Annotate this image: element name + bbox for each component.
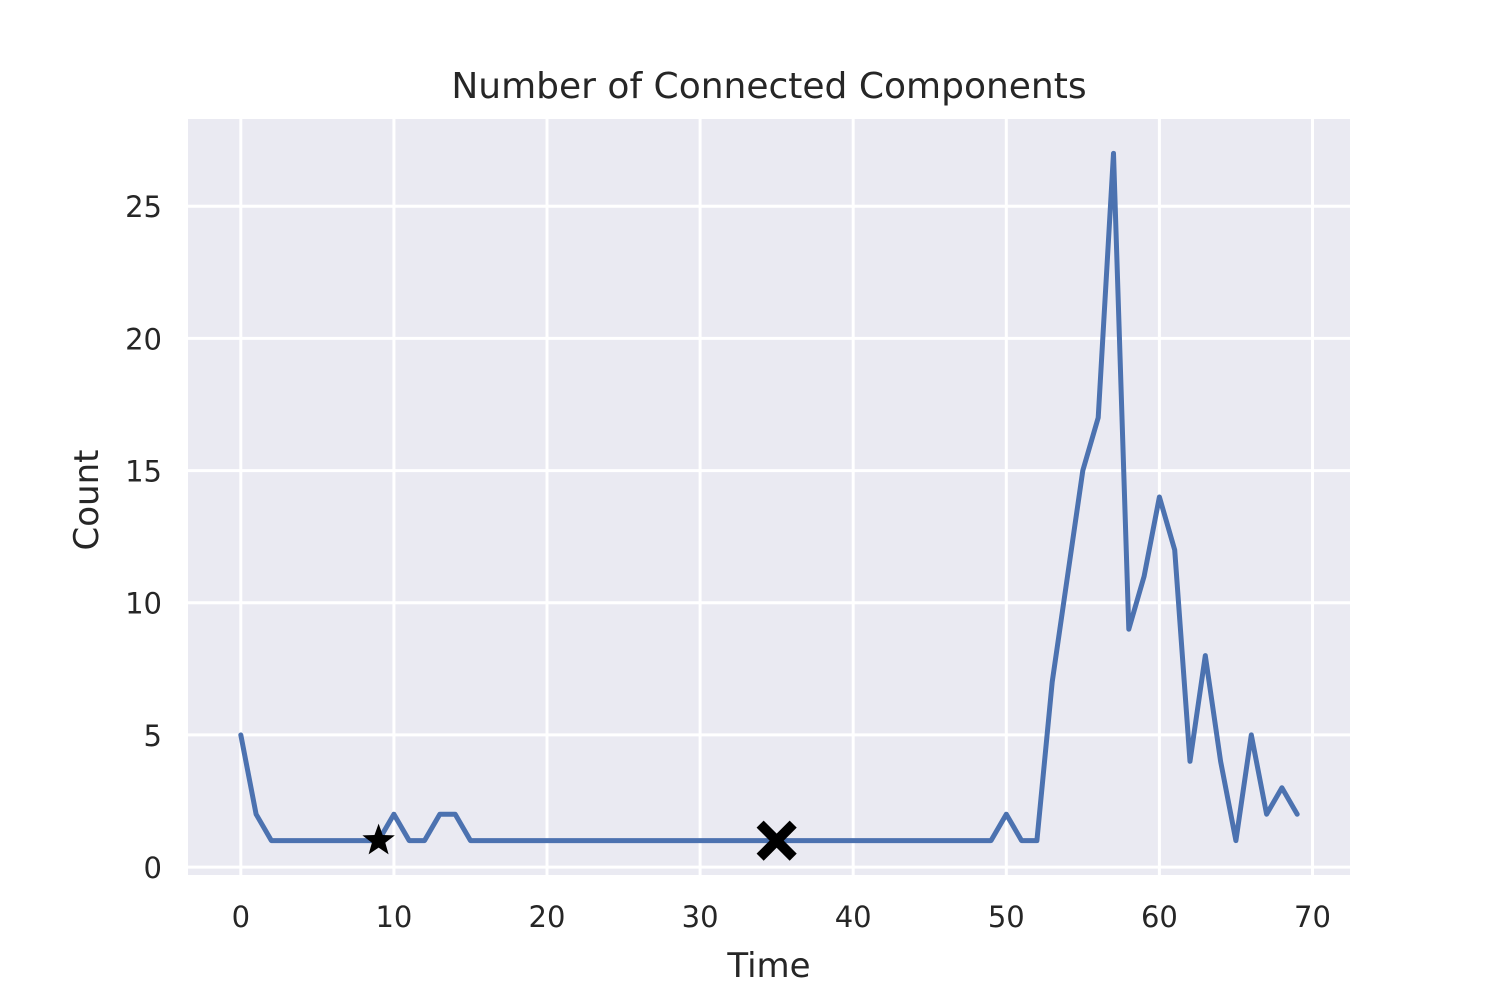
y-tick-label: 15	[125, 455, 162, 489]
x-tick-label: 30	[682, 900, 719, 934]
y-tick-label: 5	[144, 719, 162, 753]
x-tick-label: 0	[232, 900, 250, 934]
y-tick-label: 25	[125, 190, 162, 224]
x-axis-label: Time	[726, 946, 810, 986]
x-marker	[756, 820, 797, 861]
x-tick-label: 20	[529, 900, 566, 934]
y-tick-label: 0	[144, 851, 162, 885]
series-line-0	[238, 150, 1300, 844]
x-tick-label: 70	[1294, 900, 1331, 934]
x-tick-label: 40	[835, 900, 872, 934]
x-tick-label: 10	[375, 900, 412, 934]
marker-layer	[362, 820, 797, 861]
chart-title: Number of Connected Components	[451, 66, 1086, 107]
y-axis-label: Count	[67, 450, 107, 551]
y-tick-label: 10	[125, 587, 162, 621]
x-tick-label: 60	[1141, 900, 1178, 934]
tick-labels: 0 10 20 30 40 50 60 70 0 5 10 15 20 25	[125, 190, 1331, 934]
y-tick-label: 20	[125, 322, 162, 356]
star-marker	[362, 823, 395, 855]
series-layer	[238, 150, 1300, 844]
grid	[188, 119, 1350, 875]
x-tick-label: 50	[988, 900, 1025, 934]
plot-area	[188, 119, 1350, 875]
